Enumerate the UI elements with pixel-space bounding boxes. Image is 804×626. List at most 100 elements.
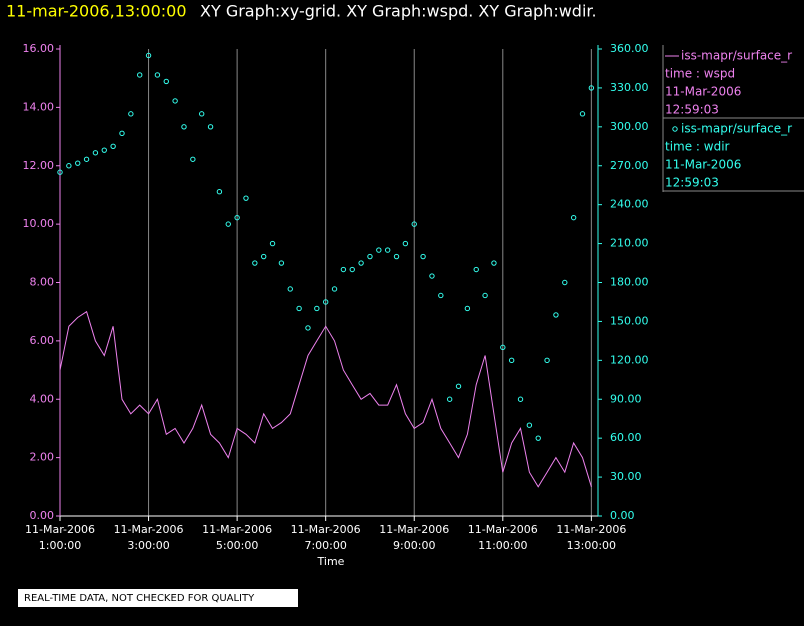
y-tick-label: 8.00 bbox=[30, 276, 55, 289]
y-tick-label: 16.00 bbox=[23, 42, 55, 55]
wdir-point bbox=[491, 260, 497, 266]
wdir-point bbox=[234, 214, 240, 221]
y2-tick-label: 270.00 bbox=[610, 159, 649, 172]
note-box bbox=[18, 589, 298, 607]
y2-tick-label: 120.00 bbox=[610, 353, 649, 366]
y-tick-label: 2.00 bbox=[30, 451, 55, 464]
x-tick-label: 11-Mar-2006 5:00:00 bbox=[202, 523, 272, 552]
wdir-point bbox=[393, 253, 400, 260]
wdir-point bbox=[145, 52, 152, 59]
legend-detail: 11-Mar-2006 bbox=[665, 85, 741, 99]
wdir-point bbox=[429, 273, 435, 279]
wdir-point bbox=[154, 72, 161, 78]
y-tick-label: 6.00 bbox=[30, 334, 55, 347]
wdir-point bbox=[411, 221, 417, 227]
y2-tick-label: 300.00 bbox=[610, 120, 649, 133]
wdir-point bbox=[181, 124, 187, 130]
y2-tick-label: 210.00 bbox=[610, 237, 649, 250]
legend-detail: time : wdir bbox=[665, 140, 730, 154]
x-tick-label: 11-Mar-2006 11:00:00 bbox=[468, 523, 538, 552]
y-tick-label: 0.00 bbox=[30, 509, 55, 522]
wdir-point bbox=[500, 344, 506, 351]
legend-swatch bbox=[672, 126, 678, 132]
wdir-point bbox=[216, 188, 223, 195]
wdir-point bbox=[57, 169, 63, 175]
wdir-point bbox=[455, 383, 462, 389]
wdir-point bbox=[367, 253, 373, 260]
x-tick-label: 11-Mar-2006 7:00:00 bbox=[291, 523, 361, 552]
y2-tick-label: 180.00 bbox=[610, 276, 649, 289]
wdir-point bbox=[305, 325, 311, 331]
wdir-point bbox=[535, 435, 541, 441]
x-tick-label: 11-Mar-2006 1:00:00 bbox=[25, 523, 95, 552]
x-tick-label: 11-Mar-2006 13:00:00 bbox=[556, 523, 626, 552]
wdir-point bbox=[579, 111, 586, 117]
y2-tick-label: 330.00 bbox=[610, 81, 649, 94]
wdir-point bbox=[508, 357, 515, 364]
wdir-point bbox=[296, 305, 302, 312]
y2-tick-label: 90.00 bbox=[610, 392, 642, 405]
wdir-point bbox=[464, 305, 471, 312]
wdir-point bbox=[110, 143, 116, 149]
wdir-point bbox=[544, 357, 550, 364]
y-tick-label: 4.00 bbox=[30, 392, 55, 405]
note: REAL-TIME DATA, NOT CHECKED FOR QUALITY bbox=[24, 593, 255, 604]
wdir-point bbox=[553, 312, 559, 318]
legend-label: iss-mapr/surface_r bbox=[681, 49, 792, 63]
wdir-point bbox=[358, 260, 364, 266]
wdir-point bbox=[287, 286, 293, 292]
wdir-point bbox=[252, 260, 258, 266]
y2-tick-label: 0.00 bbox=[610, 509, 635, 522]
wdir-point bbox=[446, 396, 453, 402]
x-tick-label: 11-Mar-2006 3:00:00 bbox=[114, 523, 184, 552]
wdir-point bbox=[570, 214, 577, 221]
wdir-point bbox=[588, 85, 595, 91]
legend-detail: 12:59:03 bbox=[665, 103, 719, 117]
wdir-point bbox=[278, 260, 285, 266]
wdir-point bbox=[482, 292, 488, 299]
wdir-point bbox=[562, 279, 568, 286]
wdir-point bbox=[66, 163, 72, 169]
wdir-point bbox=[376, 247, 382, 253]
wdir-point bbox=[384, 247, 391, 253]
wdir-point bbox=[83, 156, 90, 162]
wdir-point bbox=[269, 240, 276, 247]
y2-tick-label: 150.00 bbox=[610, 314, 649, 327]
wdir-point bbox=[207, 124, 214, 130]
y2-tick-label: 30.00 bbox=[610, 470, 642, 483]
wdir-point bbox=[119, 130, 125, 137]
chart-subtitle: XY Graph:xy-grid. XY Graph:wspd. XY Grap… bbox=[200, 2, 597, 21]
legend-detail: time : wspd bbox=[665, 67, 735, 81]
wdir-point bbox=[101, 147, 107, 153]
wdir-point bbox=[438, 292, 444, 299]
y-tick-label: 10.00 bbox=[23, 217, 55, 230]
x-tick-label: 11-Mar-2006 9:00:00 bbox=[379, 523, 449, 552]
wdir-point bbox=[75, 160, 81, 166]
wdir-point bbox=[137, 72, 143, 78]
wdir-point bbox=[190, 156, 196, 162]
wdir-point bbox=[473, 266, 479, 273]
wdir-point bbox=[260, 253, 267, 260]
wdir-point bbox=[349, 266, 355, 273]
wdir-point bbox=[163, 78, 169, 85]
y-tick-label: 14.00 bbox=[23, 100, 55, 113]
wdir-point bbox=[402, 240, 409, 247]
wdir-point bbox=[198, 111, 205, 117]
wdir-point bbox=[340, 266, 347, 273]
wdir-point bbox=[526, 422, 533, 428]
wdir-point bbox=[243, 195, 249, 201]
wdir-point bbox=[128, 111, 134, 117]
x-axis-label: Time bbox=[317, 555, 345, 568]
wdir-point bbox=[225, 221, 231, 227]
legend-detail: 11-Mar-2006 bbox=[665, 158, 741, 172]
wspd-line bbox=[59, 310, 592, 488]
chart-title: 11-mar-2006,13:00:00 bbox=[6, 2, 187, 21]
wdir-point bbox=[92, 150, 99, 156]
wdir-point bbox=[331, 286, 338, 292]
y2-tick-label: 240.00 bbox=[610, 198, 649, 211]
y2-tick-label: 360.00 bbox=[610, 42, 649, 55]
wdir-point bbox=[172, 98, 178, 104]
y2-tick-label: 60.00 bbox=[610, 431, 642, 444]
